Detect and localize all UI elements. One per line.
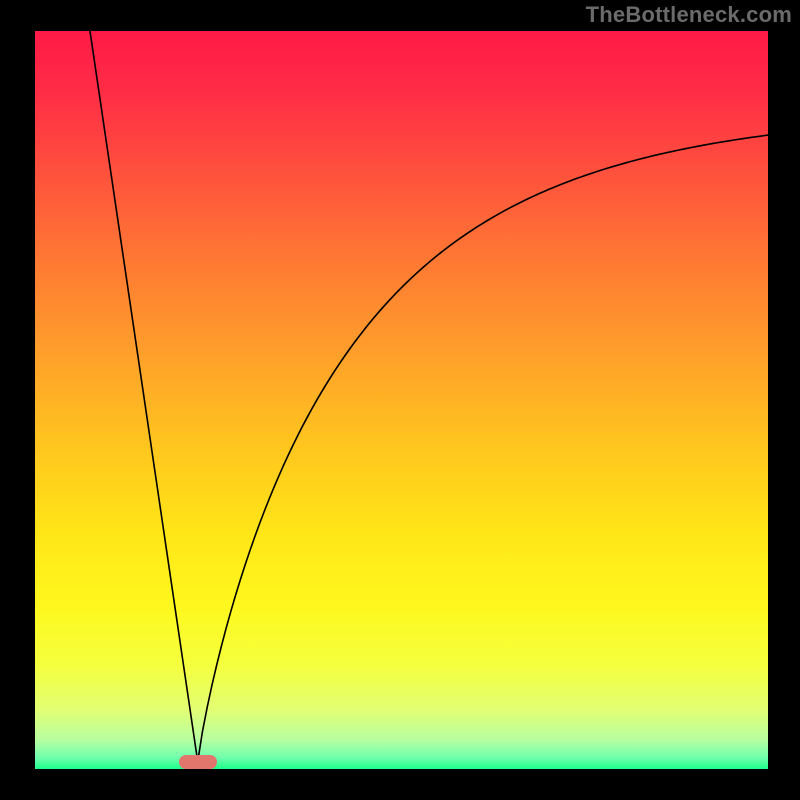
chart-container: TheBottleneck.com (0, 0, 800, 800)
watermark-text: TheBottleneck.com (586, 2, 792, 28)
bottleneck-curve (90, 31, 768, 762)
optimal-point-marker (179, 755, 217, 769)
curve-layer (35, 31, 768, 769)
plot-area (35, 31, 768, 769)
